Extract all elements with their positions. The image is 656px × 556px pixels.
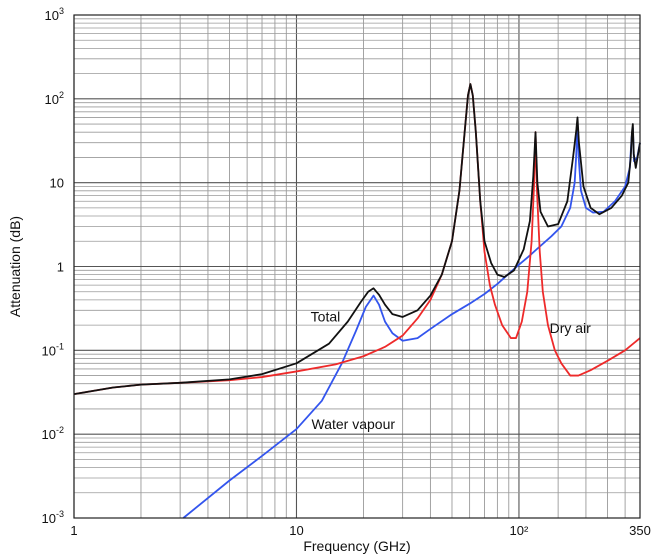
x-tick-label: 350 bbox=[629, 523, 651, 538]
tick-labels: 1 10 10² 350 10-3 10-2 10-1 1 10 102 103 bbox=[42, 6, 651, 538]
x-tick-label: 10² bbox=[510, 523, 529, 538]
y-tick-label: 103 bbox=[45, 6, 64, 23]
grid bbox=[73, 15, 641, 519]
y-tick-label: 102 bbox=[45, 90, 64, 107]
series-total bbox=[73, 83, 641, 396]
y-tick-label: 10-2 bbox=[42, 425, 64, 442]
annotations: Total Dry air Water vapour bbox=[311, 309, 591, 432]
x-tick-label: 10 bbox=[289, 523, 303, 538]
annotation-total: Total bbox=[311, 309, 341, 325]
annotation-dry-air: Dry air bbox=[550, 320, 592, 336]
x-axis-title: Frequency (GHz) bbox=[303, 538, 410, 554]
y-tick-label: 1 bbox=[57, 260, 64, 275]
series-dry-air bbox=[73, 83, 641, 396]
annotation-water-vapour: Water vapour bbox=[312, 416, 396, 432]
x-tick-label: 1 bbox=[70, 523, 77, 538]
y-tick-label: 10-3 bbox=[42, 509, 64, 526]
plot-frame bbox=[73, 14, 641, 519]
y-axis-title: Attenuation (dB) bbox=[7, 216, 23, 317]
series-water-vapour bbox=[182, 119, 641, 519]
y-tick-label: 10 bbox=[50, 176, 64, 191]
series-lines bbox=[73, 83, 641, 519]
y-tick-label: 10-1 bbox=[42, 341, 64, 358]
